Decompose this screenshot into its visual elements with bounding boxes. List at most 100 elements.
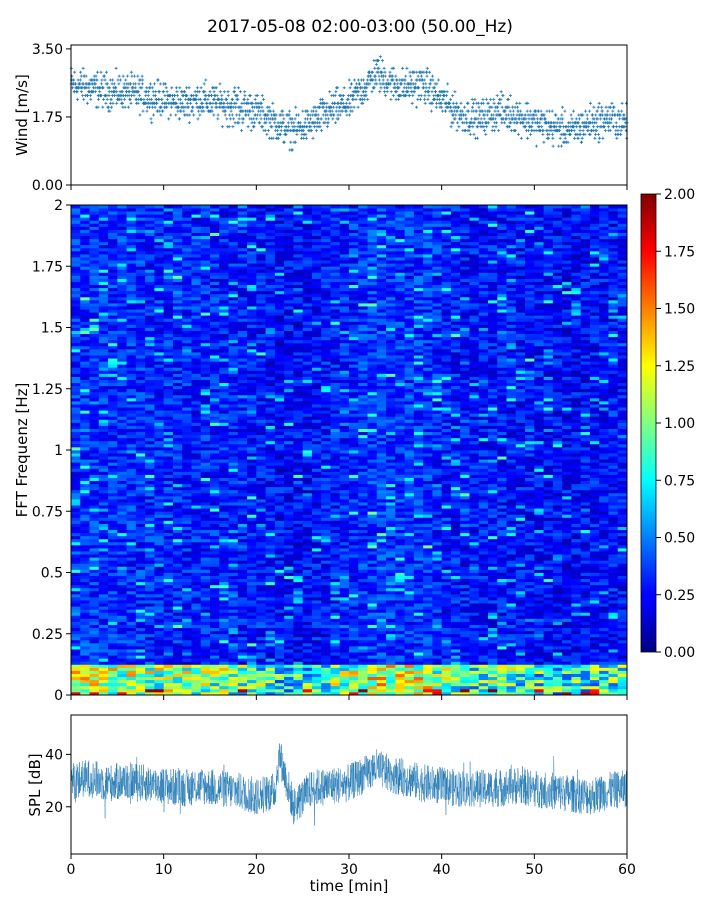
- spectrogram-cell: [163, 578, 174, 583]
- spectrogram-cell: [191, 523, 202, 527]
- wind-data-point: [342, 86, 346, 90]
- spectrogram-cell: [228, 238, 239, 243]
- wind-data-point: [140, 86, 144, 90]
- spectrogram-cell: [80, 652, 90, 656]
- spectrogram-cell: [71, 404, 81, 408]
- spectrogram-cell: [182, 404, 192, 408]
- spectrogram-cell: [108, 639, 118, 644]
- spectrogram-cell: [219, 309, 229, 313]
- spectrogram-cell: [71, 379, 81, 384]
- spectrogram-cell: [145, 401, 155, 405]
- spectrogram-cell: [71, 508, 81, 512]
- spectrogram-cell: [71, 630, 81, 635]
- spectrogram-cell: [108, 238, 118, 243]
- wind-data-point: [540, 125, 544, 129]
- spectrogram-cell: [98, 385, 109, 390]
- spectrogram-cell: [117, 544, 127, 549]
- spectrogram-cell: [89, 471, 100, 475]
- spectrogram-cell: [247, 642, 257, 647]
- spectrogram-cell: [98, 563, 109, 567]
- spectrogram-cell: [71, 652, 81, 656]
- spectrogram-cell: [237, 229, 248, 233]
- spectrogram-cell: [126, 544, 137, 549]
- spectrogram-cell: [237, 655, 248, 659]
- spectrogram-cell: [98, 220, 109, 224]
- spectrogram-cell: [89, 290, 100, 295]
- wind-data-point: [574, 117, 578, 121]
- wind-data-point: [484, 97, 488, 101]
- spectrogram-cell: [71, 548, 81, 552]
- wind-data-point: [123, 97, 126, 101]
- spectrogram-cell: [191, 492, 202, 497]
- spectrogram-cell: [89, 352, 100, 356]
- spectrogram-cell: [219, 385, 229, 390]
- spectrogram-cell: [210, 459, 220, 463]
- wind-data-point: [476, 117, 480, 121]
- spectrogram-cell: [210, 520, 220, 524]
- spectrogram-cell: [135, 333, 146, 338]
- spectrogram-cell: [219, 612, 229, 616]
- spectrogram-cell: [247, 590, 257, 595]
- spectrogram-cell: [172, 511, 183, 515]
- spectrogram-cell: [89, 437, 100, 442]
- spectrogram-cell: [154, 327, 165, 331]
- spectrogram-cell: [228, 465, 239, 469]
- spectrogram-cell: [80, 554, 90, 558]
- spectrogram-cell: [117, 428, 127, 433]
- spectrogram-cell: [191, 290, 202, 295]
- spectrogram-cell: [80, 468, 90, 472]
- wind-data-point: [547, 109, 551, 113]
- wind-data-point: [551, 144, 555, 148]
- spectrogram-cell: [163, 281, 174, 286]
- wind-data-point: [210, 94, 214, 98]
- spectrogram-cell: [191, 266, 202, 270]
- spectrogram-cell: [80, 318, 90, 322]
- spectrogram-cell: [219, 431, 229, 436]
- spectrogram-cell: [117, 312, 127, 316]
- spectrogram-cell: [126, 361, 137, 365]
- spectrogram-cell: [210, 636, 220, 641]
- spectrogram-cell: [89, 688, 100, 693]
- spectrogram-cell: [117, 364, 127, 368]
- spectrogram-cell: [135, 541, 146, 546]
- spectrogram-cell: [228, 624, 239, 629]
- wind-y-axis-label: Wind [m/s]: [13, 74, 31, 156]
- spectrogram-cell: [89, 324, 100, 328]
- spectrogram-cell: [191, 275, 202, 279]
- wind-data-point: [619, 129, 623, 133]
- spectrogram-cell: [108, 287, 118, 292]
- spectrogram-cell: [108, 361, 118, 365]
- spectrogram-cell: [219, 566, 229, 570]
- spectrogram-cell: [117, 385, 127, 390]
- spectrogram-cell: [182, 649, 192, 653]
- spectrogram-cell: [108, 413, 118, 417]
- wind-data-point: [484, 132, 488, 136]
- spectrogram-cell: [163, 235, 174, 240]
- wind-data-point: [538, 121, 542, 125]
- spectrogram-cell: [163, 492, 174, 497]
- spectrogram-cell: [154, 293, 165, 298]
- spectrogram-cell: [98, 572, 109, 576]
- spectrogram-cell: [98, 667, 109, 671]
- spectrogram-cell: [154, 205, 165, 209]
- spectrogram-cell: [182, 636, 192, 641]
- spectrogram-cell: [228, 468, 239, 472]
- spectrogram-cell: [154, 296, 165, 301]
- spectrogram-cell: [154, 281, 165, 286]
- spectrogram-cell: [182, 309, 192, 313]
- spectrogram-cell: [71, 618, 81, 622]
- spectrogram-cell: [98, 486, 109, 491]
- spectrogram-cell: [154, 379, 165, 384]
- spectrogram-cell: [172, 603, 183, 607]
- spectrogram-cell: [98, 241, 109, 246]
- spectrogram-cell: [126, 336, 137, 341]
- wind-data-point: [493, 109, 497, 113]
- spectrogram-cell: [182, 566, 192, 570]
- spectrogram-cell: [135, 266, 146, 270]
- spectrogram-cell: [191, 566, 202, 570]
- spectrogram-cell: [191, 554, 202, 558]
- wind-data-point: [492, 101, 496, 105]
- wind-data-point: [229, 109, 233, 113]
- spectrogram-cell: [145, 428, 155, 433]
- spectrogram-cell: [182, 575, 192, 580]
